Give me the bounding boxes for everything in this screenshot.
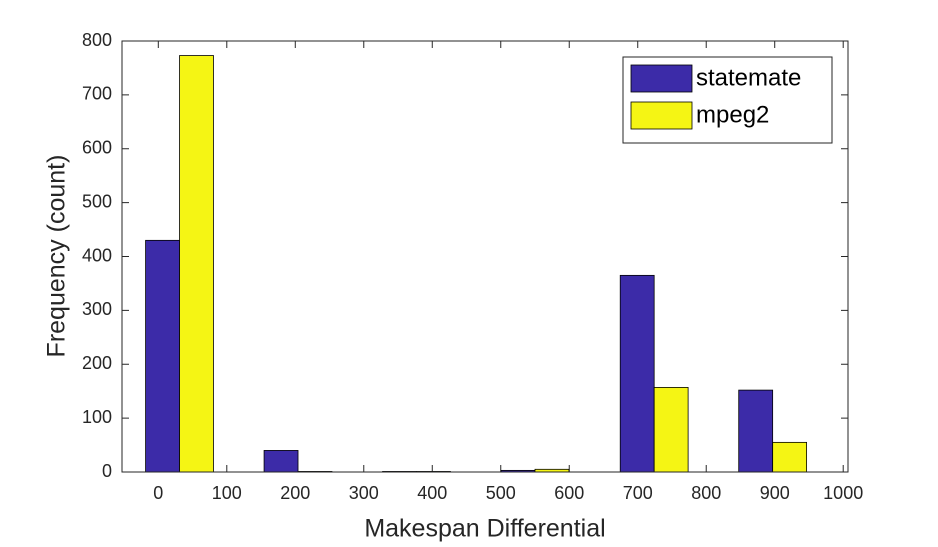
- x-tick-label: 500: [486, 483, 516, 503]
- legend-swatch: [630, 64, 693, 93]
- axes-box: [121, 40, 849, 473]
- bar: [263, 450, 299, 473]
- y-tick-label: 400: [82, 245, 112, 265]
- bar: [772, 441, 808, 473]
- bar: [179, 55, 214, 473]
- x-tick-label: 700: [623, 483, 653, 503]
- x-tick-label: 200: [280, 483, 310, 503]
- x-tick-label: 0: [153, 483, 163, 503]
- bar: [619, 274, 655, 473]
- bar: [145, 239, 180, 473]
- x-tick-label: 300: [349, 483, 379, 503]
- y-axis-title: Frequency (count): [43, 155, 71, 358]
- bar: [738, 389, 774, 473]
- x-axis-title: Makespan Differential: [364, 515, 605, 543]
- y-tick-label: 0: [102, 461, 112, 481]
- x-tick-label: 400: [417, 483, 447, 503]
- y-tick-label: 700: [82, 84, 112, 104]
- y-tick-label: 100: [82, 407, 112, 427]
- y-tick-label: 600: [82, 138, 112, 158]
- y-tick-label: 200: [82, 353, 112, 373]
- legend-swatch: [630, 101, 693, 130]
- x-tick-label: 900: [760, 483, 790, 503]
- x-tick-label: 800: [691, 483, 721, 503]
- x-tick-label: 1000: [823, 483, 863, 503]
- y-tick-label: 300: [82, 299, 112, 319]
- bar: [653, 387, 689, 473]
- legend-label: statemate: [696, 64, 801, 91]
- x-tick-label: 600: [554, 483, 584, 503]
- x-tick-label: 100: [212, 483, 242, 503]
- y-tick-label: 800: [82, 30, 112, 50]
- legend-label: mpeg2: [696, 101, 769, 128]
- y-tick-label: 500: [82, 191, 112, 211]
